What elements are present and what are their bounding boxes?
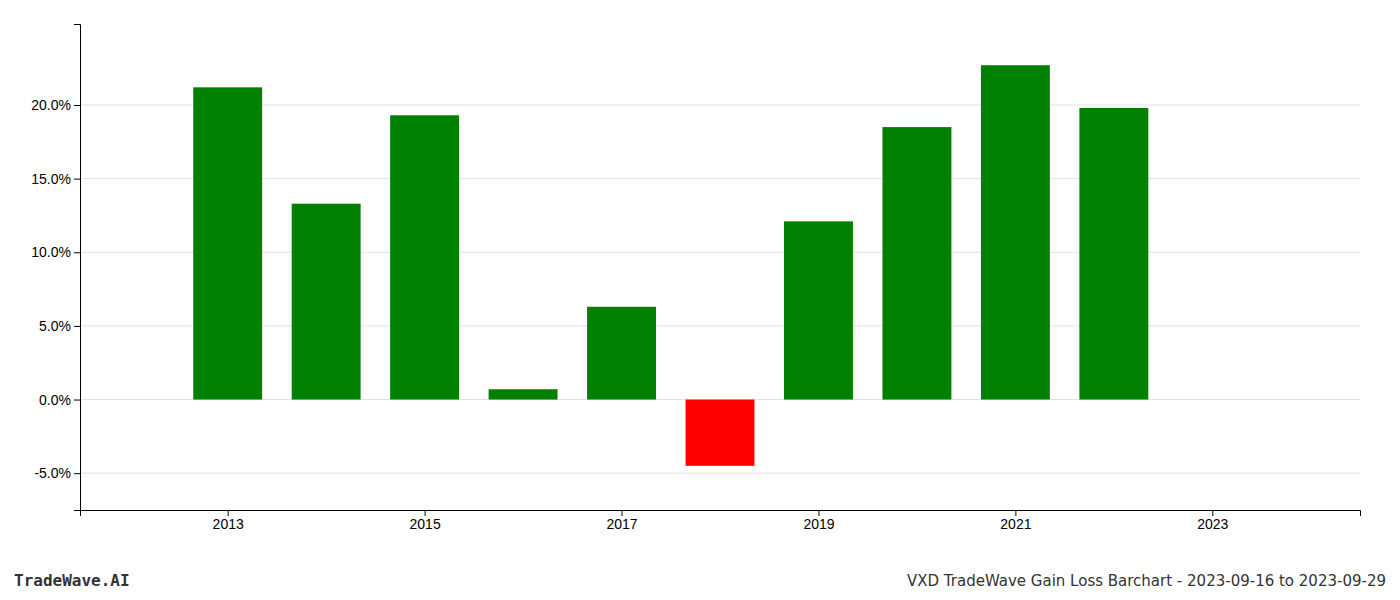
tick-label: 2015	[410, 516, 441, 532]
y-axis: -5.0% 0.0% 5.0% 10.0% 15.0% 20.0%	[31, 25, 80, 511]
bar	[1079, 108, 1148, 400]
bar	[489, 389, 558, 399]
x-axis: 2013 2015 2017 2019 2021 2023	[81, 510, 1361, 532]
bar	[981, 65, 1050, 399]
tick-label: -5.0%	[34, 465, 71, 481]
tick: 2013	[213, 510, 244, 532]
axis-line	[74, 25, 81, 511]
annotation: TradeWave.AI	[14, 571, 130, 590]
grid	[80, 105, 1360, 473]
grid-line	[80, 105, 1360, 106]
tick-label: 0.0%	[39, 392, 71, 408]
tick-mark	[74, 326, 80, 327]
bar	[390, 115, 459, 399]
tick: 2015	[410, 510, 441, 532]
axis-line	[81, 511, 1361, 517]
bar	[882, 127, 951, 399]
tick-label: 2013	[213, 516, 244, 532]
grid-line	[80, 325, 1360, 326]
tick: 2017	[606, 510, 637, 532]
bar	[686, 400, 755, 466]
tick: 2019	[803, 510, 834, 532]
bars	[193, 65, 1148, 466]
bar	[193, 87, 262, 399]
tick: 5.0%	[39, 318, 80, 334]
tick: 2023	[1197, 510, 1228, 532]
tick-label: 20.0%	[31, 97, 71, 113]
bar	[292, 204, 361, 400]
plot: -5.0% 0.0% 5.0% 10.0% 15.0% 20.0% 2013 2015 2017…	[31, 25, 1360, 532]
title: VXD TradeWave Gain Loss Barchart - 2023-…	[907, 572, 1386, 590]
tick: 20.0%	[31, 97, 80, 113]
tick-mark	[74, 400, 80, 401]
grid-line	[80, 252, 1360, 253]
bar	[784, 221, 853, 399]
tick-mark	[74, 179, 80, 180]
tick-label: 2023	[1197, 516, 1228, 532]
tick-label: 2017	[606, 516, 637, 532]
tick: 0.0%	[39, 392, 80, 408]
bar	[587, 307, 656, 400]
tick: 10.0%	[31, 244, 80, 260]
tick-mark	[74, 105, 80, 106]
tick-mark	[74, 473, 80, 474]
chart: -5.0% 0.0% 5.0% 10.0% 15.0% 20.0% 2013 2015 2017…	[0, 0, 1400, 600]
tick: 2021	[1000, 510, 1031, 532]
tick-mark	[74, 252, 80, 253]
tick-label: 2021	[1000, 516, 1031, 532]
tick-label: 5.0%	[39, 318, 71, 334]
tick: -5.0%	[34, 465, 80, 481]
grid-line	[80, 473, 1360, 474]
grid-line	[80, 178, 1360, 179]
tick: 15.0%	[31, 171, 80, 187]
tick-label: 15.0%	[31, 171, 71, 187]
tick-label: 2019	[803, 516, 834, 532]
tick-label: 10.0%	[31, 244, 71, 260]
